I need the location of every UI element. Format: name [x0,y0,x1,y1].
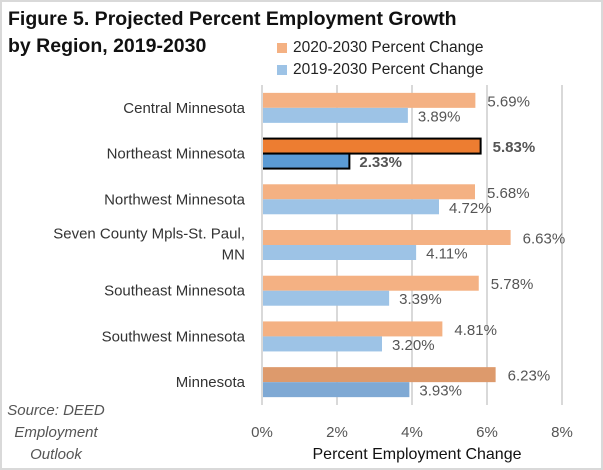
bar-2020-2030 [262,367,496,383]
source-note: Source: DEED Employment Outlook [7,402,105,463]
bar-2020-2030 [262,321,443,337]
data-label: 6.23% [508,368,551,385]
legend-label: 2020-2030 Percent Change [293,39,484,56]
data-label: 3.93% [419,383,462,400]
x-tick-label: 2% [326,424,348,441]
bar-2020-2030 [261,137,482,155]
data-label: 3.39% [399,291,442,308]
category-label: Minnesota [176,374,246,391]
category-label: Southwest Minnesota [102,328,246,345]
category-label: Central Minnesota [123,100,245,117]
data-label: 4.81% [454,322,497,339]
bar-2019-2030 [262,290,390,306]
x-tick-label: 8% [551,424,573,441]
legend-item-2019-2030: 2019-2030 Percent Change [277,59,483,81]
data-label: 4.11% [426,246,467,263]
data-label: 3.89% [418,108,461,125]
data-label: 6.63% [523,231,566,248]
bar-2020-2030 [262,92,476,108]
bar-2019-2030 [262,107,408,123]
data-label: 3.20% [392,337,435,354]
x-tick-label: 6% [476,424,498,441]
bar-2019-2030 [262,199,439,215]
category-label: Northeast Minnesota [107,146,246,163]
bar-2019-2030 [262,382,410,398]
legend-swatch-orange [277,43,287,53]
bar-2019-2030 [262,336,382,352]
data-label: 5.68% [487,185,530,202]
legend-swatch-blue [277,65,287,75]
data-label: 5.69% [487,93,530,110]
data-label: 2.33% [359,154,402,171]
data-label: 5.83% [493,139,536,156]
legend-label: 2019-2030 Percent Change [293,61,484,78]
bar-2020-2030 [262,184,475,200]
category-label: Seven County Mpls-St. Paul, [53,226,245,243]
bar-2020-2030 [262,230,511,245]
chart-title: Figure 5. Projected Percent Employment G… [8,8,457,57]
category-label: Southeast Minnesota [104,283,246,300]
legend-item-2020-2030: 2020-2030 Percent Change [277,37,483,59]
bar-2020-2030 [262,275,479,291]
data-label: 5.78% [491,276,534,293]
bar-2019-2030 [261,152,351,170]
x-tick-label: 4% [401,424,423,441]
x-tick-label: 0% [251,424,273,441]
data-label: 4.72% [449,200,492,217]
x-axis-title: Percent Employment Change [313,446,522,463]
bar-2019-2030 [262,245,417,260]
legend: 2020-2030 Percent Change 2019-2030 Perce… [277,37,483,81]
category-label: MN [222,247,245,264]
category-label: Northwest Minnesota [104,191,246,208]
